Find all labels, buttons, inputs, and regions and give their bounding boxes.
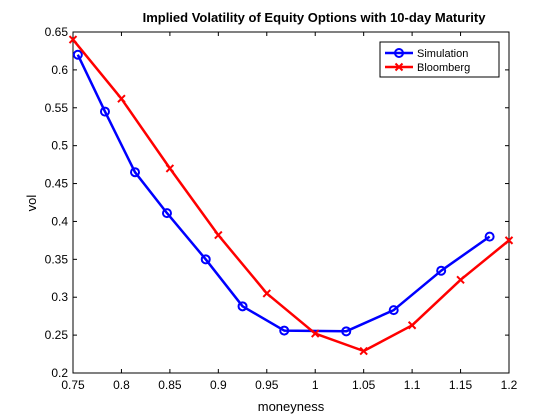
y-tick-label: 0.2 xyxy=(51,366,68,380)
legend-label: Simulation xyxy=(417,48,468,60)
data-point xyxy=(130,167,141,178)
x-tick-label: 0.8 xyxy=(113,378,130,392)
series-simulation xyxy=(72,49,495,337)
x-axis-label: moneyness xyxy=(258,399,325,414)
y-tick-label: 0.65 xyxy=(45,25,69,39)
legend-label: Bloomberg xyxy=(417,62,470,74)
legend-item-simulation: Simulation xyxy=(385,48,468,60)
series-bloomberg xyxy=(68,35,514,356)
data-point xyxy=(99,106,110,117)
data-point xyxy=(407,321,417,330)
legend-item-bloomberg: Bloomberg xyxy=(385,62,470,74)
series-line xyxy=(72,38,510,353)
x-tick-label: 1.15 xyxy=(449,378,473,392)
data-point xyxy=(237,301,248,312)
plot-area xyxy=(72,31,510,374)
legend-box xyxy=(379,41,500,78)
y-tick-label: 0.4 xyxy=(51,214,68,228)
data-point xyxy=(311,329,320,338)
x-tick-label: 1 xyxy=(312,378,319,392)
x-tick-label: 0.85 xyxy=(158,378,182,392)
data-point xyxy=(388,305,399,316)
data-point xyxy=(117,94,126,103)
y-tick-label: 0.5 xyxy=(51,139,68,153)
y-axis-label: vol xyxy=(24,195,39,212)
x-tick-label: 1.2 xyxy=(501,378,518,392)
data-point xyxy=(68,35,78,44)
data-point xyxy=(165,164,175,173)
data-point xyxy=(279,325,290,336)
data-point xyxy=(72,49,83,60)
y-axis: 0.2 0.25 0.3 0.35 0.4 0.45 0.5 0.55 0.6 0.65 xyxy=(45,25,509,380)
data-point xyxy=(359,346,368,356)
series-line xyxy=(76,54,491,333)
data-point xyxy=(394,62,404,72)
data-point xyxy=(456,275,465,285)
data-point xyxy=(161,208,172,219)
x-axis: 0.75 0.8 0.85 0.9 0.95 1 1.05 1.1 1.15 1.2 xyxy=(61,32,518,392)
data-point xyxy=(200,254,211,265)
x-tick-label: 1.05 xyxy=(352,378,376,392)
data-point xyxy=(394,48,404,58)
y-tick-label: 0.25 xyxy=(45,328,69,342)
x-tick-label: 0.75 xyxy=(61,378,85,392)
y-tick-label: 0.3 xyxy=(51,290,68,304)
data-point xyxy=(504,236,514,245)
data-point xyxy=(484,231,495,242)
data-point xyxy=(214,230,223,240)
legend: Simulation Bloomberg xyxy=(379,41,500,78)
x-tick-label: 0.9 xyxy=(210,378,227,392)
data-point xyxy=(262,289,271,298)
data-point xyxy=(341,326,352,337)
series-layer xyxy=(68,35,514,356)
chart-title: Implied Volatility of Equity Options wit… xyxy=(143,10,487,25)
x-tick-label: 0.95 xyxy=(255,378,279,392)
y-tick-label: 0.35 xyxy=(45,252,69,266)
data-point xyxy=(436,265,447,276)
y-tick-label: 0.45 xyxy=(45,177,69,191)
y-tick-label: 0.6 xyxy=(51,63,68,77)
x-tick-label: 1.1 xyxy=(404,378,421,392)
y-tick-label: 0.55 xyxy=(45,101,69,115)
